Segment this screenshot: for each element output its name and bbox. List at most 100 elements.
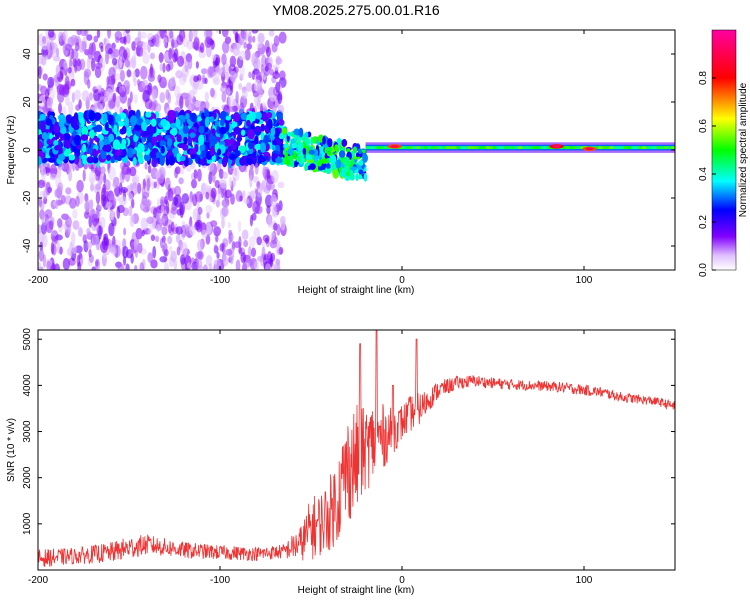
spectrogram-cell [229,70,237,83]
colorbar-gradient [711,29,737,271]
spectrogram-cell [38,197,43,208]
spectrogram-cell [260,180,268,192]
spectrogram-cell [247,128,255,140]
spectrogram-cell [638,146,643,150]
spectrogram-cell [160,196,165,205]
spectrogram-cell [90,57,96,72]
spectrogram-cell [78,40,86,53]
spectrogram-cell [99,140,104,149]
spectrogram-cell [88,171,97,185]
spectrogram-cell [277,91,283,105]
spectrogram-cell [146,216,154,225]
spectrogram-cell [252,155,258,164]
spectrogram-cell [44,209,53,219]
spectrogram-cell [334,144,339,152]
spectrogram-cell [609,146,614,150]
spectrogram-cell [405,146,410,150]
spectrogram-cell [56,84,65,96]
spectrogram-cell [529,146,534,150]
spectrogram-cell [262,164,266,179]
spectrogram-cell [70,118,78,129]
spectrogram-cell [460,146,465,150]
spectrogram-cell [129,166,137,177]
spectrogram-cell [38,150,44,157]
spectrogram-cell [38,33,45,46]
spectrogram-cell [215,235,219,243]
spectrogram-cell [221,40,230,54]
spectrogram-cell [50,241,55,255]
spectrogram-cell [278,118,284,126]
spectrogram-cell [215,199,220,208]
spectrogram-cell [296,156,302,163]
y-tick-label: 0 [22,147,33,153]
spectrogram-x-ticks: -200 -100 0 100 [28,30,593,286]
spectrogram-cell [627,146,632,150]
spectrogram-cell [266,178,272,192]
spectrogram-cell [357,148,362,155]
spectrogram-cell [383,146,388,150]
spectrogram-cell [119,56,123,69]
spectrogram-cell [245,158,253,165]
spectrogram-cell [208,263,213,270]
spectrogram-cell [257,32,265,44]
spectrogram-cell [141,185,146,197]
spectrogram-cell [99,240,108,254]
spectrogram-cell [193,169,198,180]
y-tick-label: 3000 [22,420,33,443]
spectrogram-cell [189,225,196,236]
spectrogram-cell [143,199,152,207]
spectrogram-cell [254,260,259,270]
spectrogram-cell [100,193,107,207]
spectrogram-cell [653,146,658,150]
spectrogram-cell [129,115,138,126]
spectrogram-cell [194,100,201,108]
spectrogram-cell [467,146,472,150]
spectrogram-cell [153,207,157,219]
spectrogram-cell [212,71,220,83]
spectrogram-cell [133,94,138,104]
spectrogram-cell [163,249,169,257]
x-tick-label: -200 [28,275,48,286]
spectrogram-cell [238,83,243,90]
spectrogram-cell [485,146,490,150]
spectrogram-cell [329,154,337,165]
spectrogram-cell [343,156,351,167]
spectrogram-cell [220,110,227,121]
spectrogram-cell [135,109,141,121]
spectrogram-cell [266,205,271,215]
spectrogram-cell [227,222,231,229]
spectrogram-cell [100,45,104,53]
x-tick-label: -100 [210,275,230,286]
spectrogram-cell [78,252,83,260]
spectrogram-cell [292,142,298,149]
spectrogram-cell [88,249,92,258]
spectrogram-cell [42,233,48,248]
colorbar-tick-label: 0.8 [698,71,709,85]
spectrogram-cell [222,255,229,267]
colorbar-tick-label: 0.6 [698,119,709,133]
spectrogram-cell [149,63,154,77]
spectrogram-cell [147,141,152,149]
snr-y-label: SNR (10 * v/v) [6,418,17,482]
spectrogram-cell [165,190,172,201]
spectrogram-cell [423,146,428,150]
spectrogram-cell [53,139,59,147]
spectrogram-cell [100,148,107,160]
spectrogram-cell [73,134,82,146]
spectrogram-cell [660,146,665,150]
spectrogram-cell [39,113,46,121]
spectrogram-cell [271,42,278,53]
spectrogram-cell [159,155,165,166]
spectrogram-cell [369,146,374,150]
spectrogram-cell [40,120,46,132]
spectrogram-cell [664,146,669,150]
spectrogram-cell [237,220,242,233]
spectrogram-cell [284,151,289,161]
colorbar: 0.0 0.2 0.4 0.6 0.8 Normalized spectral ampl… [698,29,749,277]
spectrogram-cell [98,226,102,240]
spectrogram-cell [210,87,215,98]
spectrogram-cell [146,178,151,191]
spectrogram-cell [176,134,182,143]
spectrogram-cell [63,60,68,70]
spectrogram-cell [222,171,228,180]
